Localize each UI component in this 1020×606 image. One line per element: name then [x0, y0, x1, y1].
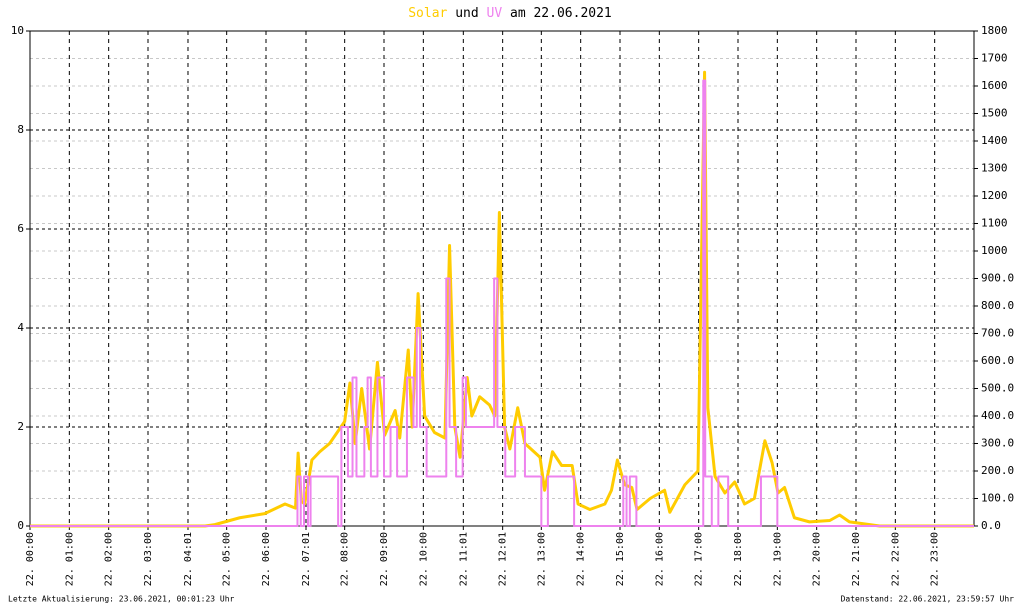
x-tick-label: 22. 16:00	[654, 532, 665, 586]
y2-tick-label: 1200	[981, 189, 1008, 202]
y2-tick-label: 400.0	[981, 409, 1014, 422]
x-tick-label: 22. 23:00	[930, 532, 941, 586]
x-tick-label: 22. 01:00	[64, 532, 75, 586]
x-tick-label: 22. 15:00	[615, 532, 626, 586]
y-tick-label: 6	[17, 222, 24, 235]
y2-tick-label: 1800	[981, 24, 1008, 37]
x-tick-label: 22. 06:00	[261, 532, 272, 586]
y2-tick-label: 600.0	[981, 354, 1014, 367]
y2-tick-label: 300.0	[981, 437, 1014, 450]
y2-tick-label: 1000	[981, 244, 1008, 257]
y-tick-label: 0	[17, 519, 24, 532]
chart-title: Solar und UV am 22.06.2021	[408, 6, 612, 21]
x-tick-label: 22. 22:00	[890, 532, 901, 586]
y2-tick-label: 1600	[981, 79, 1008, 92]
x-tick-label: 22. 02:00	[104, 532, 115, 586]
x-tick-label: 22. 05:00	[222, 532, 233, 586]
x-tick-label: 22. 00:00	[25, 532, 36, 586]
y2-tick-label: 100.0	[981, 492, 1014, 505]
x-tick-label: 22. 04:01	[183, 532, 194, 586]
y-tick-label: 2	[17, 420, 24, 433]
series-line	[30, 79, 974, 527]
x-tick-label: 22. 07:01	[301, 532, 312, 586]
x-tick-label: 22. 03:00	[143, 532, 154, 586]
x-tick-label: 22. 09:00	[379, 532, 390, 586]
x-tick-label: 22. 12:01	[498, 532, 509, 586]
x-tick-label: 22. 17:00	[694, 532, 705, 586]
y2-tick-label: 0.0	[981, 519, 1001, 532]
y2-tick-label: 500.0	[981, 382, 1014, 395]
x-tick-label: 22. 08:00	[340, 532, 351, 586]
y2-tick-label: 1500	[981, 107, 1008, 120]
title-middle: und	[455, 6, 478, 21]
x-tick-label: 22. 18:00	[733, 532, 744, 586]
x-tick-label: 22. 21:00	[851, 532, 862, 586]
x-tick-label: 22. 19:00	[772, 532, 783, 586]
x-tick-label: 22. 13:00	[536, 532, 547, 586]
y-tick-label: 10	[11, 24, 24, 37]
y2-tick-label: 200.0	[981, 464, 1014, 477]
y2-tick-label: 1700	[981, 52, 1008, 65]
y2-tick-label: 700.0	[981, 327, 1014, 340]
y2-tick-label: 1300	[981, 162, 1008, 175]
series-line	[30, 70, 974, 528]
y2-tick-label: 800.0	[981, 299, 1014, 312]
plot-frame	[29, 30, 975, 527]
x-tick-label: 22. 20:00	[812, 532, 823, 586]
title-solar: Solar	[408, 6, 447, 21]
y2-tick-label: 1100	[981, 217, 1008, 230]
footer-left: Letzte Aktualisierung: 23.06.2021, 00:01…	[8, 595, 235, 604]
title-end: am 22.06.2021	[510, 6, 612, 21]
footer-right: Datenstand: 22.06.2021, 23:59:57 Uhr	[841, 595, 1015, 604]
y-tick-label: 8	[17, 123, 24, 136]
title-uv: UV	[487, 6, 503, 21]
x-tick-label: 22. 10:00	[418, 532, 429, 586]
y-tick-label: 4	[17, 321, 24, 334]
y2-tick-label: 900.0	[981, 272, 1014, 285]
y2-tick-label: 1400	[981, 134, 1008, 147]
x-tick-label: 22. 11:01	[458, 532, 469, 586]
x-tick-label: 22. 14:00	[576, 532, 587, 586]
